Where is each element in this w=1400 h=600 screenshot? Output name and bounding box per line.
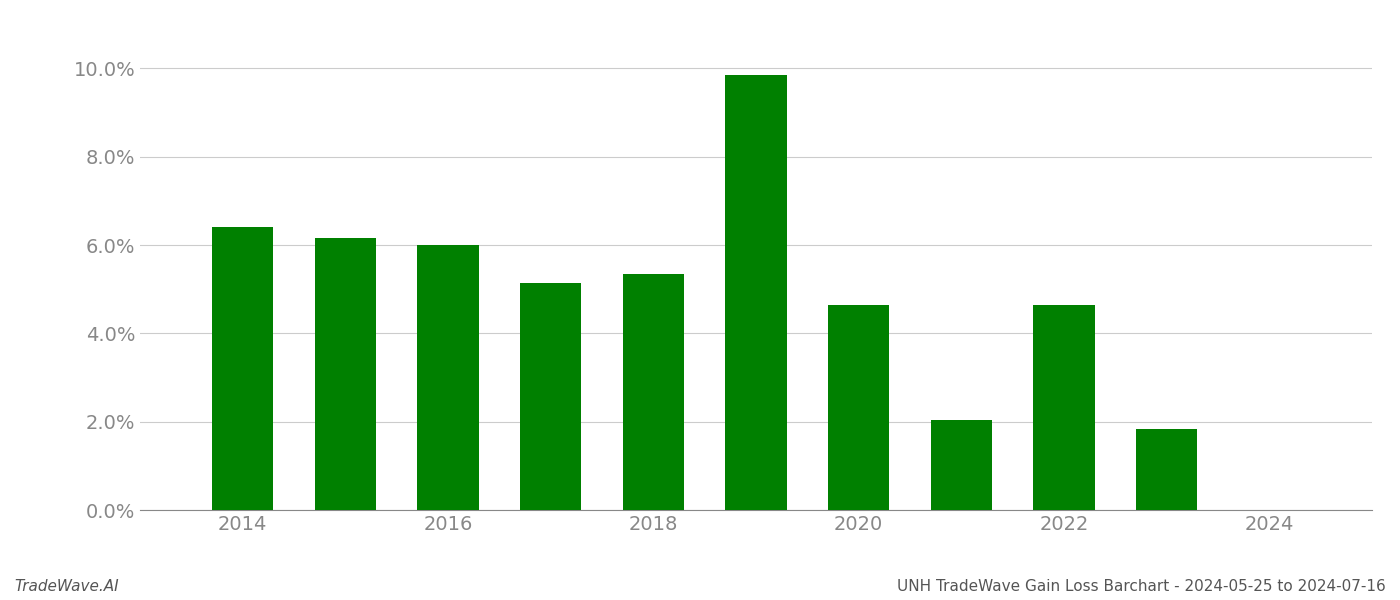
- Bar: [315, 238, 377, 510]
- Bar: [211, 227, 273, 510]
- Bar: [725, 74, 787, 510]
- Text: TradeWave.AI: TradeWave.AI: [14, 579, 119, 594]
- Bar: [623, 274, 685, 510]
- Bar: [417, 245, 479, 510]
- Bar: [827, 305, 889, 510]
- Bar: [519, 283, 581, 510]
- Bar: [931, 421, 993, 510]
- Text: UNH TradeWave Gain Loss Barchart - 2024-05-25 to 2024-07-16: UNH TradeWave Gain Loss Barchart - 2024-…: [897, 579, 1386, 594]
- Bar: [1135, 429, 1197, 510]
- Bar: [1033, 305, 1095, 510]
